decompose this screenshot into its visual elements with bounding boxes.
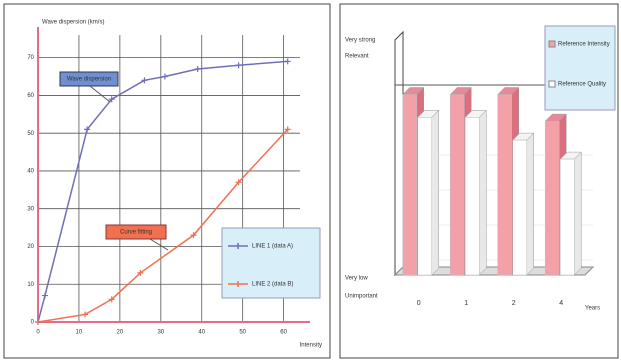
axis-title: Wave dispersion (km/s) <box>42 20 104 26</box>
point <box>161 73 168 80</box>
legend-swatch <box>548 40 556 48</box>
bar-side <box>574 151 582 276</box>
bar <box>512 139 527 276</box>
legend-swatch <box>228 281 248 287</box>
x-tick-label: 2 <box>512 300 516 307</box>
annotation-leader <box>89 85 111 103</box>
bar <box>545 120 560 276</box>
y-tick-label: 0 <box>31 320 35 326</box>
legend-label: Reference Intensity <box>558 42 610 48</box>
bar <box>417 117 432 276</box>
point <box>108 296 115 303</box>
point <box>194 65 201 72</box>
legend-label: LINE 1 (data A) <box>252 244 293 250</box>
point <box>190 232 197 239</box>
legend-swatch <box>548 80 556 88</box>
bar-side <box>479 109 487 276</box>
y-axis-label: Very strong <box>345 38 375 44</box>
x-tick-label: 50 <box>239 330 246 336</box>
x-axis-label: Years <box>585 306 600 312</box>
x-tick-label: 20 <box>117 330 124 336</box>
y-tick-label: 30 <box>27 206 34 212</box>
y-tick-label: 60 <box>27 93 34 99</box>
y-tick-label: 70 <box>27 55 34 61</box>
x-tick-label: 0 <box>417 300 421 307</box>
annotation: Curve fitting <box>120 230 152 236</box>
left-frame <box>3 3 331 359</box>
point <box>235 62 242 69</box>
legend-label: Reference Quality <box>558 82 606 88</box>
point <box>108 96 115 103</box>
x-tick-label: 4 <box>559 300 563 307</box>
back-wall <box>394 30 404 277</box>
point <box>84 126 91 133</box>
point <box>137 269 144 276</box>
bar <box>450 94 465 276</box>
legend-box <box>544 25 616 111</box>
x-tick-label: 1 <box>464 300 468 307</box>
bar <box>465 117 480 276</box>
y-axis-label: Relevant <box>345 54 369 60</box>
y-tick-label: 50 <box>27 131 34 137</box>
bar-side <box>431 109 439 276</box>
x-tick-label: 40 <box>198 330 205 336</box>
point <box>82 311 89 318</box>
y-axis-label: Very low <box>345 276 368 282</box>
y-tick-label: 40 <box>27 169 34 175</box>
bar <box>560 158 575 276</box>
point <box>35 319 41 325</box>
point <box>141 77 148 84</box>
annotation-leader <box>149 238 169 251</box>
annotation-box <box>59 71 119 87</box>
bar <box>497 94 512 276</box>
bar-side <box>526 132 534 276</box>
annotation-box <box>105 224 167 240</box>
x-tick-label: 10 <box>76 330 83 336</box>
legend-label: LINE 2 (data B) <box>252 282 293 288</box>
y-axis-label: Unimportant <box>345 294 378 300</box>
point <box>41 292 48 299</box>
legend-swatch <box>228 243 248 249</box>
bar <box>402 94 417 276</box>
y-tick-label: 10 <box>27 282 34 288</box>
x-tick-label: 30 <box>157 330 164 336</box>
point <box>284 126 291 133</box>
x-axis-label: Intensity <box>300 343 322 349</box>
y-tick-label: 20 <box>27 244 34 250</box>
x-tick-label: 60 <box>280 330 287 336</box>
x-tick-label: 0 <box>36 330 40 336</box>
point <box>235 179 242 186</box>
point <box>284 58 291 65</box>
annotation: Wave dispersion <box>67 77 111 83</box>
